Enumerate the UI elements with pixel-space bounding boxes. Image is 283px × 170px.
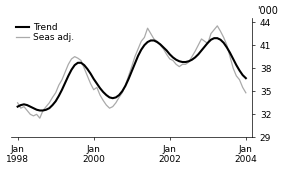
Text: '000: '000 [257, 6, 278, 16]
Legend: Trend, Seas adj.: Trend, Seas adj. [16, 23, 74, 42]
